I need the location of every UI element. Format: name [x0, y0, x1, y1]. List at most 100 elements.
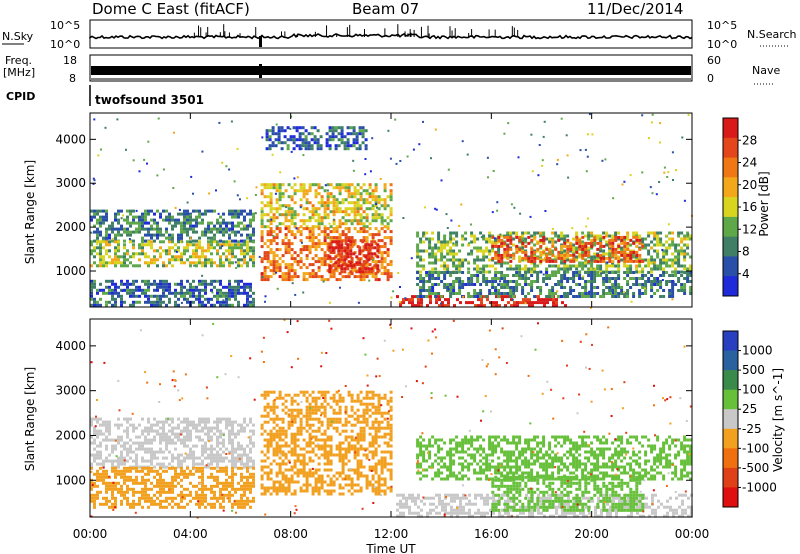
- heatmap-cell: [608, 241, 612, 245]
- heatmap-cell: [335, 236, 339, 240]
- heatmap-cell: [274, 138, 278, 142]
- heatmap-speck: [418, 143, 421, 146]
- heatmap-cell: [593, 280, 597, 283]
- heatmap-cell: [656, 240, 660, 244]
- heatmap-cell: [162, 282, 165, 286]
- heatmap-cell: [231, 466, 234, 470]
- heatmap-cell: [555, 301, 558, 305]
- heatmap-cell: [105, 456, 108, 460]
- heatmap-speck: [566, 154, 569, 157]
- heatmap-cell: [362, 245, 366, 249]
- heatmap-cell: [614, 277, 618, 280]
- heatmap-speck: [189, 213, 192, 216]
- heatmap-cell: [213, 261, 216, 265]
- heatmap-cell: [485, 240, 489, 244]
- heatmap-cell: [266, 254, 270, 258]
- heatmap-cell: [632, 283, 636, 286]
- heatmap-cell: [237, 466, 240, 470]
- heatmap-cell: [266, 230, 270, 234]
- heatmap-speck: [193, 264, 196, 267]
- heatmap-cell: [557, 250, 561, 254]
- heatmap-cell: [292, 135, 296, 139]
- heatmap-cell: [126, 420, 129, 424]
- heatmap-cell: [635, 231, 639, 235]
- heatmap-speck: [579, 149, 582, 152]
- heatmap-cell: [584, 244, 588, 248]
- heatmap-cell: [147, 441, 150, 445]
- heatmap-cell: [452, 261, 456, 265]
- heatmap-cell: [452, 264, 456, 268]
- heatmap-cell: [304, 141, 308, 145]
- heatmap-cell: [680, 264, 684, 268]
- heatmap-cell: [222, 291, 225, 295]
- heatmap-cell: [671, 274, 675, 277]
- heatmap-cell: [518, 259, 522, 263]
- heatmap-cell: [480, 298, 483, 302]
- heatmap-cell: [204, 291, 207, 295]
- power-colorbar-label: Power [dB]: [757, 171, 771, 236]
- heatmap-cell: [329, 225, 333, 229]
- heatmap-cell: [563, 264, 567, 268]
- heatmap-cell: [237, 243, 240, 247]
- heatmap-cell: [530, 267, 534, 271]
- heatmap-cell: [201, 417, 204, 421]
- heatmap-cell: [347, 219, 351, 223]
- heatmap-cell: [680, 231, 684, 235]
- heatmap-cell: [323, 210, 327, 214]
- heatmap-cell: [554, 271, 558, 274]
- heatmap-speck: [368, 279, 371, 282]
- heatmap-cell: [129, 291, 132, 295]
- heatmap-cell: [231, 462, 234, 466]
- heatmap-cell: [365, 263, 369, 267]
- heatmap-cell: [216, 435, 219, 439]
- heatmap-cell: [422, 231, 426, 235]
- heatmap-cell: [644, 283, 648, 286]
- heatmap-cell: [138, 230, 141, 234]
- heatmap-cell: [275, 254, 279, 258]
- heatmap-cell: [210, 227, 213, 231]
- heatmap-cell: [503, 241, 507, 245]
- heatmap-cell: [90, 481, 93, 485]
- heatmap-cell: [195, 264, 198, 268]
- heatmap-cell: [458, 289, 462, 292]
- heatmap-cell: [168, 282, 171, 286]
- heatmap-cell: [159, 233, 162, 237]
- heatmap-cell: [201, 282, 204, 286]
- heatmap-cell: [311, 408, 315, 412]
- heatmap-cell: [222, 252, 225, 256]
- heatmap-cell: [572, 280, 576, 283]
- nave-right-tick-bottom: 0: [707, 72, 714, 85]
- heatmap-cell: [126, 453, 129, 457]
- heatmap-cell: [491, 240, 495, 244]
- heatmap-cell: [156, 496, 159, 500]
- heatmap-cell: [353, 227, 357, 231]
- heatmap-cell: [228, 227, 231, 231]
- heatmap-cell: [489, 301, 492, 305]
- heatmap-cell: [201, 459, 204, 463]
- heatmap-speck: [275, 271, 278, 274]
- heatmap-cell: [371, 204, 375, 208]
- heatmap-cell: [123, 417, 126, 421]
- heatmap-speck: [612, 287, 615, 289]
- heatmap-cell: [123, 261, 126, 265]
- heatmap-cell: [417, 301, 420, 305]
- heatmap-cell: [362, 189, 366, 193]
- heatmap-cell: [216, 417, 219, 421]
- heatmap-cell: [99, 502, 102, 506]
- heatmap-cell: [332, 417, 336, 421]
- heatmap-cell: [305, 429, 309, 433]
- heatmap-cell: [249, 249, 252, 253]
- heatmap-cell: [332, 230, 336, 234]
- heatmap-cell: [189, 285, 192, 289]
- heatmap-cell: [171, 484, 174, 488]
- heatmap-cell: [249, 282, 252, 286]
- heatmap-cell: [252, 297, 255, 301]
- heatmap-cell: [323, 236, 327, 240]
- heatmap-cell: [243, 453, 246, 457]
- heatmap-cell: [201, 453, 204, 457]
- heatmap-cell: [225, 294, 228, 298]
- heatmap-cell: [358, 147, 362, 151]
- heatmap-cell: [560, 280, 564, 283]
- heatmap-cell: [189, 294, 192, 298]
- freq-left-tick-bottom: 8: [69, 72, 76, 85]
